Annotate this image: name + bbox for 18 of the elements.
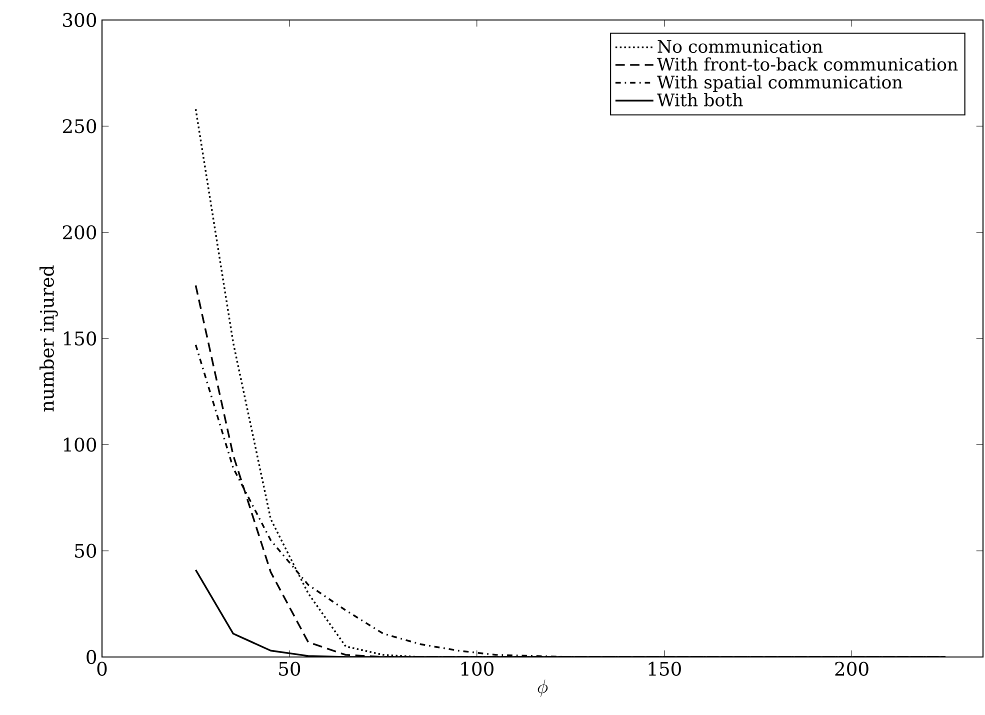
x-tick-label: 150 <box>648 662 681 676</box>
x-tick-label: 200 <box>835 662 868 676</box>
y-tick-label: 200 <box>62 225 96 240</box>
x-tick-label: 0 <box>97 662 107 676</box>
x-tick-label: 100 <box>461 662 494 676</box>
y-tick-label: 100 <box>64 438 96 452</box>
legend-label: With front-to-back communication <box>657 57 958 71</box>
y-tick-label: 250 <box>62 119 96 134</box>
y-axis-title: number injured <box>40 265 58 412</box>
legend-label: With both <box>657 93 743 106</box>
y-tick-label: 0 <box>86 650 96 664</box>
y-tick-label: 150 <box>64 331 96 346</box>
y-tick-label: 50 <box>75 544 96 558</box>
legend-label: No communication <box>658 40 823 53</box>
y-tick-label: 300 <box>63 12 96 28</box>
x-tick-label: 50 <box>279 662 300 676</box>
x-axis-title: $\phi$ <box>538 680 548 697</box>
legend-label: With spatial communication <box>657 75 902 92</box>
